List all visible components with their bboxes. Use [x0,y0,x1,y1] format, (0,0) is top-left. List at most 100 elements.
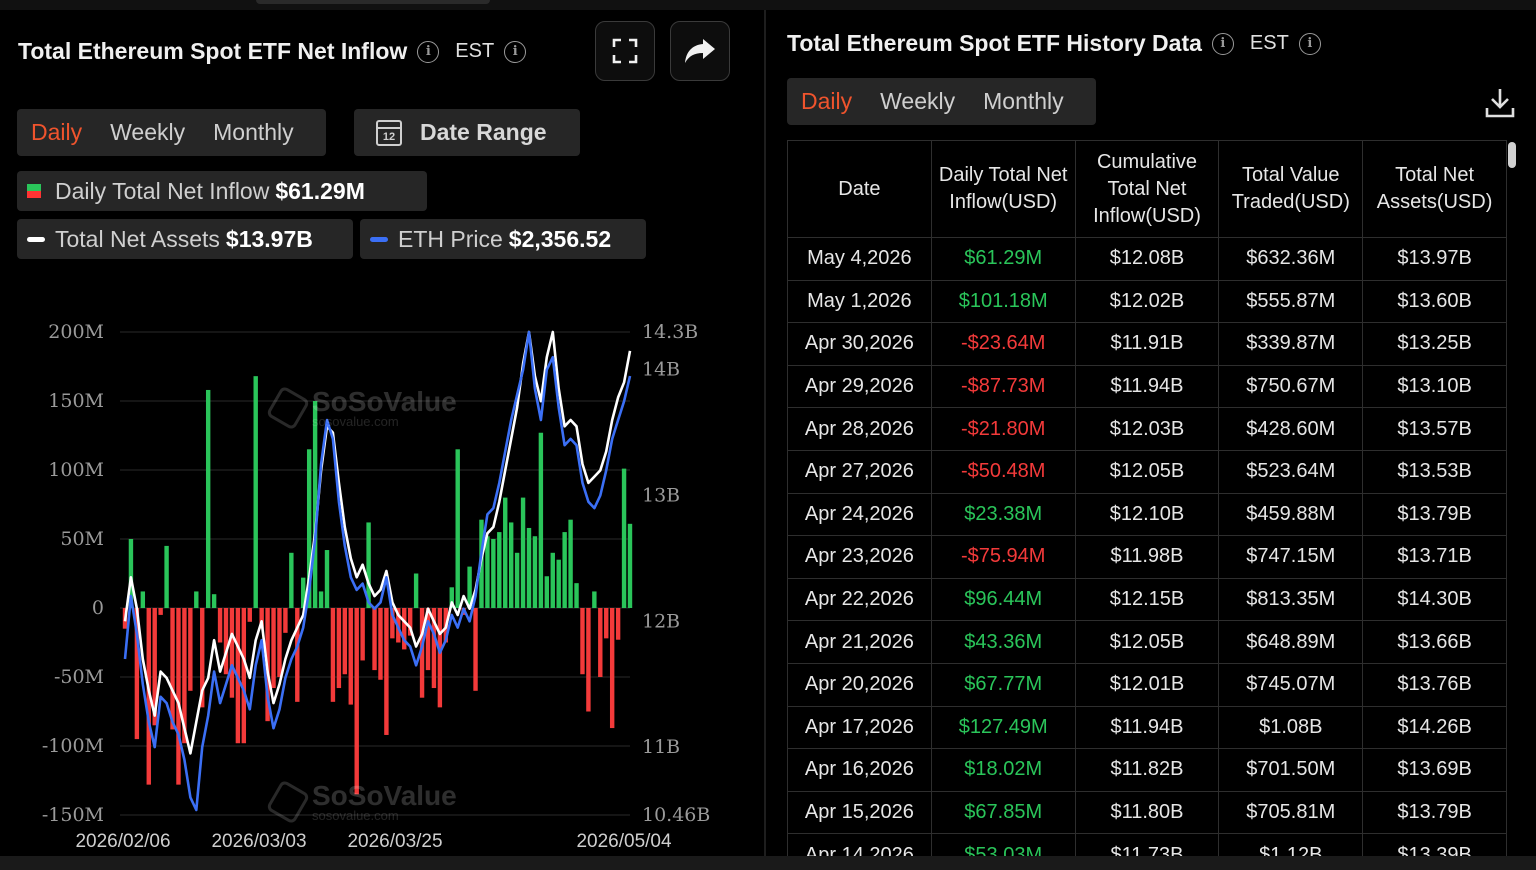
legend-total-net-assets[interactable]: Total Net Assets $13.97B [17,219,353,259]
inflow-bar [146,608,151,785]
cell-value-traded: $705.81M [1218,790,1364,835]
inflow-bar [497,532,502,608]
cell-date: Apr 15,2026 [787,790,932,835]
net-inflow-chart[interactable]: 200M 150M 100M 50M 0 -50M -100M -150M 14.3B 14B 13… [0,290,762,870]
table-row[interactable]: Apr 15,2026 $67.85M $11.80B $705.81M $13.79B [787,790,1507,835]
cell-daily-inflow: $18.02M [930,748,1076,792]
cell-value-traded: $459.88M [1218,492,1364,537]
tab-daily[interactable]: Daily [801,88,853,114]
cell-cumulative-inflow: $12.08B [1074,237,1220,281]
tab-monthly[interactable]: Monthly [983,88,1064,114]
column-header-value-traded[interactable]: Total Value Traded(USD) [1218,140,1364,238]
net-inflow-chart-svg[interactable]: 200M 150M 100M 50M 0 -50M -100M -150M 14.3B 14B 13… [0,290,762,860]
info-icon[interactable]: i [417,40,440,63]
top-scrollbar-thumb[interactable] [256,0,490,4]
inflow-bar [253,376,258,608]
cell-net-assets: $13.79B [1362,790,1507,835]
table-row[interactable]: Apr 20,2026 $67.77M $12.01B $745.07M $13.76B [787,662,1507,707]
inflow-bar [217,608,223,643]
table-row[interactable]: Apr 24,2026 $23.38M $12.10B $459.88M $13.79B [787,492,1507,537]
cell-cumulative-inflow: $12.05B [1074,620,1220,664]
cell-value-traded: $632.36M [1218,237,1364,281]
info-icon[interactable]: i [1211,32,1234,55]
cell-date: Apr 16,2026 [787,748,932,792]
table-row[interactable]: Apr 29,2026 -$87.73M $11.94B $750.67M $13.10… [787,364,1507,409]
cell-date: Apr 24,2026 [787,492,932,537]
inflow-bar [556,559,561,608]
tab-monthly[interactable]: Monthly [213,119,294,145]
cell-cumulative-inflow: $12.02B [1074,279,1220,324]
tab-weekly[interactable]: Weekly [110,119,186,145]
table-row[interactable]: Apr 14,2026 $53.03M $11.73B $1.12B $13.39B [787,833,1507,858]
y-left-tick-label: -50M [54,666,104,688]
column-header-daily-inflow[interactable]: Daily Total Net Inflow(USD) [930,140,1076,238]
table-row[interactable]: Apr 21,2026 $43.36M $12.05B $648.89M $13.66B [787,620,1507,664]
inflow-bar [568,519,573,608]
cell-cumulative-inflow: $12.15B [1074,577,1220,622]
legend-eth-price[interactable]: ETH Price $2,356.52 [360,219,646,259]
y-left-tick-label: -150M [42,804,104,826]
table-row[interactable]: Apr 28,2026 -$21.80M $12.03B $428.60M $13.57… [787,407,1507,451]
cell-daily-inflow: -$75.94M [930,535,1076,579]
inflow-bar [473,608,478,691]
cell-cumulative-inflow: $11.80B [1074,790,1220,835]
date-range-button[interactable]: 12 Date Range [354,109,580,156]
inflow-bar [247,608,252,622]
legend-daily-inflow[interactable]: Daily Total Net Inflow $61.29M [17,171,427,211]
cell-date: Apr 17,2026 [787,705,932,750]
inflow-bar [128,539,134,608]
bottom-bar [0,856,1536,870]
cell-value-traded: $555.87M [1218,279,1364,324]
inflow-bar [194,591,199,608]
y-left-tick-label: 100M [48,459,104,481]
inflow-bar [318,591,324,608]
inflow-bar [598,608,603,677]
cell-cumulative-inflow: $12.10B [1074,492,1220,537]
inflow-bar [372,608,377,671]
inflow-bar [360,608,365,661]
cell-date: May 1,2026 [787,279,932,324]
eth-price-line [123,330,632,812]
table-row[interactable]: May 4,2026 $61.29M $12.08B $632.36M $13.97B [787,237,1507,281]
timezone-label: EST [1249,32,1289,54]
y-right-tick-label: 11B [642,736,680,758]
tab-weekly[interactable]: Weekly [880,88,956,114]
column-header-net-assets[interactable]: Total Net Assets(USD) [1362,140,1507,238]
inflow-bar [586,608,591,712]
table-scrollbar[interactable] [1508,140,1518,858]
cell-cumulative-inflow: $11.94B [1074,705,1220,750]
inflow-bar [467,566,472,608]
tab-daily[interactable]: Daily [31,119,83,145]
top-scrollbar[interactable] [0,0,1536,10]
inflow-bar [437,608,443,708]
download-icon[interactable] [1484,86,1516,120]
inflow-bar [366,522,371,608]
timezone-info-icon[interactable]: i [1298,32,1321,55]
cell-net-assets: $14.26B [1362,705,1507,750]
fullscreen-button[interactable] [595,21,655,81]
table-row[interactable]: Apr 17,2026 $127.49M $11.94B $1.08B $14.26B [787,705,1507,750]
inflow-bar [407,608,413,636]
net-inflow-period-tabs: Daily Weekly Monthly [17,109,326,156]
column-header-date[interactable]: Date [787,140,932,238]
history-table-container[interactable]: Date Daily Total Net Inflow(USD) Cumulat… [787,140,1507,858]
table-row[interactable]: Apr 27,2026 -$50.48M $12.05B $523.64M $13.53… [787,449,1507,494]
cell-cumulative-inflow: $12.03B [1074,407,1220,451]
share-button[interactable] [670,21,730,81]
table-row[interactable]: May 1,2026 $101.18M $12.02B $555.87M $13.60B [787,279,1507,324]
table-row[interactable]: Apr 30,2026 -$23.64M $11.91B $339.87M $13.25… [787,322,1507,366]
table-row[interactable]: Apr 22,2026 $96.44M $12.15B $813.35M $14.30B [787,577,1507,622]
inflow-bar [491,539,496,608]
cell-value-traded: $1.08B [1218,705,1364,750]
cell-date: Apr 27,2026 [787,449,932,494]
inflow-bar [312,401,318,608]
cell-daily-inflow: $67.85M [930,790,1076,835]
net-inflow-panel: Total Ethereum Spot ETF Net Inflow i EST… [0,10,762,860]
inflow-bar [205,389,211,608]
table-scrollbar-thumb[interactable] [1508,142,1516,168]
timezone-info-icon[interactable]: i [504,40,527,63]
column-header-cumulative-inflow[interactable]: Cumulative Total Net Inflow(USD) [1074,140,1220,238]
table-row[interactable]: Apr 23,2026 -$75.94M $11.98B $747.15M $13.71… [787,535,1507,579]
table-row[interactable]: Apr 16,2026 $18.02M $11.82B $701.50M $13.69B [787,748,1507,792]
y-left-tick-label: 150M [48,390,104,412]
